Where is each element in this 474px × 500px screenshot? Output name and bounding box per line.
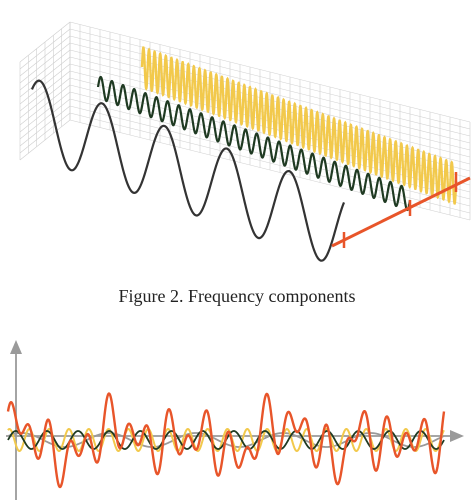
high-frequency-wave [140,46,458,205]
combined-signal-figure [6,340,464,500]
frequency-axis-line [331,176,471,248]
frequency-components-3d-figure [19,21,471,262]
signal-axes [6,340,464,500]
y-axis-arrow [10,340,22,354]
mid-frequency-wave [96,75,412,212]
combined-wave [6,392,446,489]
grid-left-panel [19,21,71,161]
figure-caption: Figure 2. Frequency components [118,286,356,306]
low-frequency-wave-2d [7,432,445,448]
low-frequency-wave [30,79,346,262]
x-axis-arrow [450,430,464,442]
